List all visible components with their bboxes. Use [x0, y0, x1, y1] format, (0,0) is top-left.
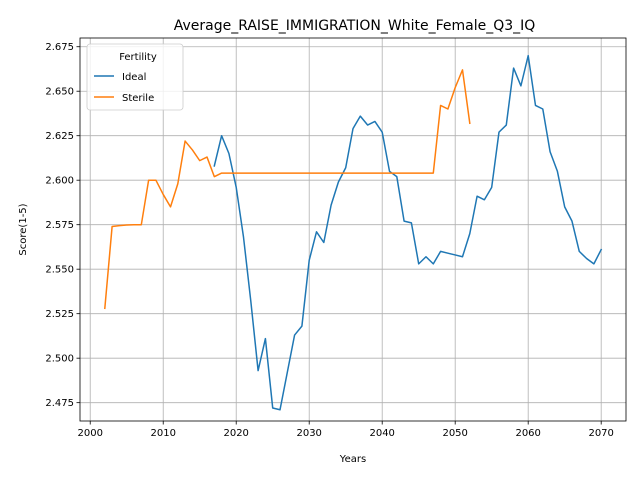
series-layer: [104, 54, 603, 411]
y-tick-label: 2.475: [45, 398, 74, 409]
y-tick-label: 2.675: [45, 42, 74, 53]
legend-label-sterile: Sterile: [122, 93, 154, 104]
x-tick-label: 2030: [296, 428, 321, 439]
legend-label-ideal: Ideal: [122, 72, 146, 83]
y-tick-label: 2.525: [45, 309, 74, 320]
y-axis-label: Score(1-5): [18, 203, 29, 255]
legend: Fertility Ideal Sterile: [86, 43, 184, 111]
x-tick-label: 2020: [223, 428, 248, 439]
x-tick-label: 2070: [588, 428, 613, 439]
x-axis-ticks: 2000 2010 2020 2030 2040 2050 2060 2070: [77, 421, 614, 439]
x-tick-label: 2050: [442, 428, 467, 439]
series-line-sterile: [104, 69, 471, 310]
y-tick-label: 2.500: [45, 354, 74, 365]
y-tick-label: 2.625: [45, 131, 74, 142]
x-tick-label: 2040: [369, 428, 394, 439]
x-tick-label: 2010: [150, 428, 175, 439]
x-axis-label: Years: [339, 454, 366, 465]
plot-frame: [79, 37, 627, 422]
y-tick-label: 2.575: [45, 220, 74, 231]
y-axis-ticks: 2.475 2.500 2.525 2.550 2.575 2.600 2.625 2.650…: [45, 42, 80, 409]
grid-lines: [80, 38, 626, 421]
y-tick-label: 2.600: [45, 176, 74, 187]
y-tick-label: 2.550: [45, 265, 74, 276]
chart-title: Average_RAISE_IMMIGRATION_White_Female_Q…: [174, 18, 536, 34]
y-tick-label: 2.650: [45, 87, 74, 98]
legend-box: [86, 43, 184, 111]
x-tick-label: 2060: [515, 428, 540, 439]
series-line-ideal: [213, 54, 603, 411]
legend-title: Fertility: [119, 52, 157, 63]
x-tick-label: 2000: [77, 428, 102, 439]
